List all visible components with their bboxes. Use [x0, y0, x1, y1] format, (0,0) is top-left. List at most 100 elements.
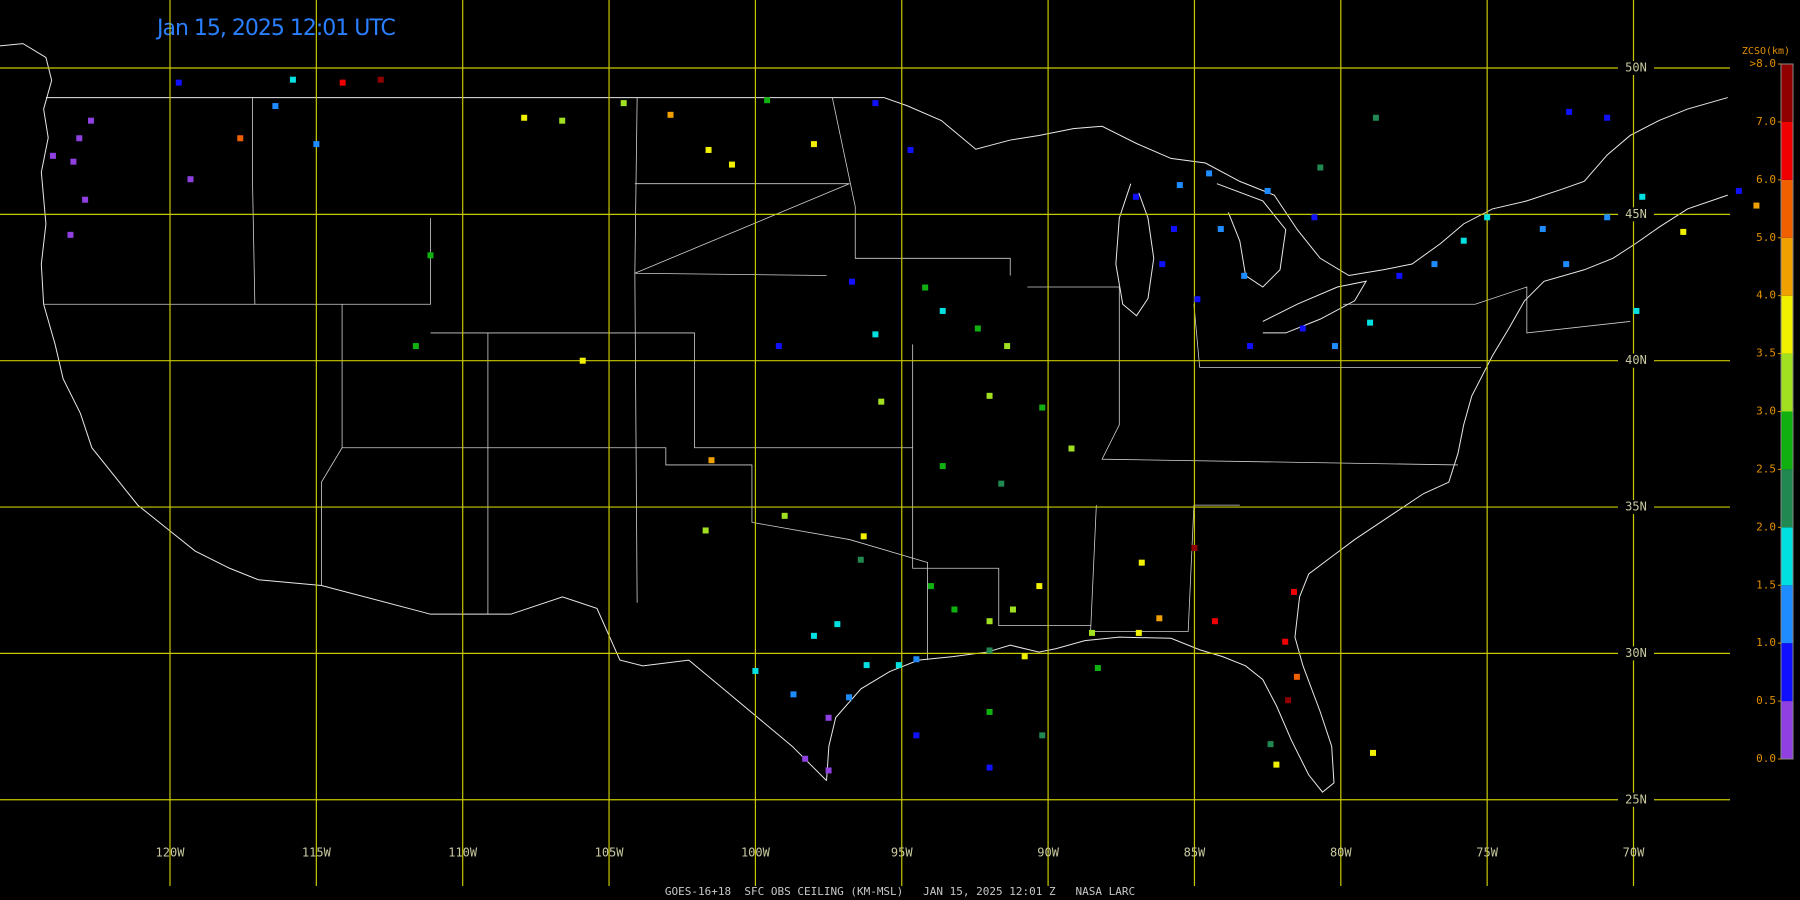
station-obs — [1211, 618, 1218, 625]
colorbar-segment — [1781, 585, 1793, 644]
colorbar-label: 3.0 — [1756, 405, 1776, 418]
station-obs — [1176, 182, 1183, 189]
latitude-label: 45N — [1625, 207, 1647, 221]
station-obs — [1004, 343, 1011, 350]
station-obs — [1367, 319, 1374, 326]
latitude-label: 40N — [1625, 353, 1647, 367]
colorbar-title: ZCSO(km) — [1742, 46, 1790, 57]
footer: GOES-16+18 SFC OBS CEILING (KM-MSL) JAN … — [665, 885, 1135, 898]
station-obs — [1273, 761, 1280, 768]
station-obs — [790, 691, 797, 698]
station-obs — [1317, 164, 1324, 171]
map-title: Jan 15, 2025 12:01 UTC — [155, 16, 396, 41]
station-obs — [907, 146, 914, 153]
mexico-border — [258, 580, 826, 781]
station-obs — [1285, 697, 1292, 704]
colorbar-segment — [1781, 527, 1793, 586]
latitude-label-bg — [1618, 500, 1654, 515]
station-obs — [1735, 187, 1742, 194]
longitude-label: 80W — [1330, 846, 1352, 860]
colorbar-segment — [1781, 179, 1793, 238]
station-obs — [986, 647, 993, 654]
station-obs — [237, 135, 244, 142]
station-obs — [1484, 214, 1491, 221]
station-obs — [922, 284, 929, 291]
station-obs — [289, 76, 296, 83]
colorbar-label: 2.5 — [1756, 462, 1776, 475]
station-obs — [857, 556, 864, 563]
latitude-label: 25N — [1625, 792, 1647, 806]
colorbar-segment — [1781, 64, 1793, 122]
station-obs — [781, 512, 788, 519]
station-obs — [76, 135, 83, 142]
station-obs — [1191, 545, 1198, 552]
colorbar-label: 1.5 — [1756, 578, 1776, 591]
station-obs — [1539, 225, 1546, 232]
station-obs — [175, 79, 182, 86]
station-obs — [1036, 583, 1043, 590]
colorbar-label: 6.0 — [1756, 173, 1776, 186]
station-obs — [579, 357, 586, 364]
station-obs — [1566, 108, 1573, 115]
station-obs — [1247, 343, 1254, 350]
station-obs — [986, 618, 993, 625]
station-obs — [559, 117, 566, 124]
station-obs — [1206, 170, 1213, 177]
station-obs — [1604, 214, 1611, 221]
station-obs — [1264, 187, 1271, 194]
colorbar-label: 2.0 — [1756, 520, 1776, 533]
colorbar-segment — [1781, 295, 1793, 354]
colorbar-label: 4.0 — [1756, 289, 1776, 302]
station-obs — [939, 307, 946, 314]
station-obs — [1138, 559, 1145, 566]
station-obs — [986, 708, 993, 715]
station-obs — [810, 141, 817, 148]
station-obs — [834, 621, 841, 628]
station-obs — [412, 343, 419, 350]
station-obs — [1290, 588, 1297, 595]
station-obs — [752, 667, 759, 674]
station-obs — [667, 111, 674, 118]
west-coast — [0, 44, 258, 580]
canada-border — [46, 98, 1728, 276]
station-obs — [728, 161, 735, 168]
colorbar-label: 7.0 — [1756, 115, 1776, 128]
station-obs — [1293, 673, 1300, 680]
state-line — [832, 98, 1010, 276]
station-obs — [1170, 225, 1177, 232]
colorbar-segment — [1781, 469, 1793, 528]
colorbar-label: >8.0 — [1750, 57, 1777, 70]
station-obs — [1431, 261, 1438, 268]
station-obs — [1460, 237, 1467, 244]
coastlines — [0, 44, 1728, 792]
station-obs — [802, 755, 809, 762]
station-obs — [1217, 225, 1224, 232]
longitude-label: 85W — [1184, 846, 1206, 860]
colorbar-label: 1.0 — [1756, 636, 1776, 649]
colorbar-label: 3.5 — [1756, 347, 1776, 360]
colorbar-segment — [1781, 701, 1793, 759]
station-obs — [1563, 261, 1570, 268]
state-line — [913, 344, 1091, 625]
latitude-label-bg — [1618, 646, 1654, 661]
longitude-label: 95W — [891, 846, 913, 860]
station-obs — [1604, 114, 1611, 121]
station-obs — [1021, 653, 1028, 660]
latitude-label-bg — [1618, 792, 1654, 807]
station-obs — [1135, 629, 1142, 636]
station-obs — [986, 392, 993, 399]
station-obs — [846, 694, 853, 701]
station-obs — [1331, 343, 1338, 350]
station-obs — [1311, 214, 1318, 221]
station-obs — [810, 632, 817, 639]
state-line — [1027, 287, 1458, 465]
latitude-label: 50N — [1625, 61, 1647, 75]
station-obs — [1009, 606, 1016, 613]
latitude-label: 35N — [1625, 500, 1647, 514]
station-obs — [895, 662, 902, 669]
station-obs — [377, 76, 384, 83]
station-obs — [67, 231, 74, 238]
